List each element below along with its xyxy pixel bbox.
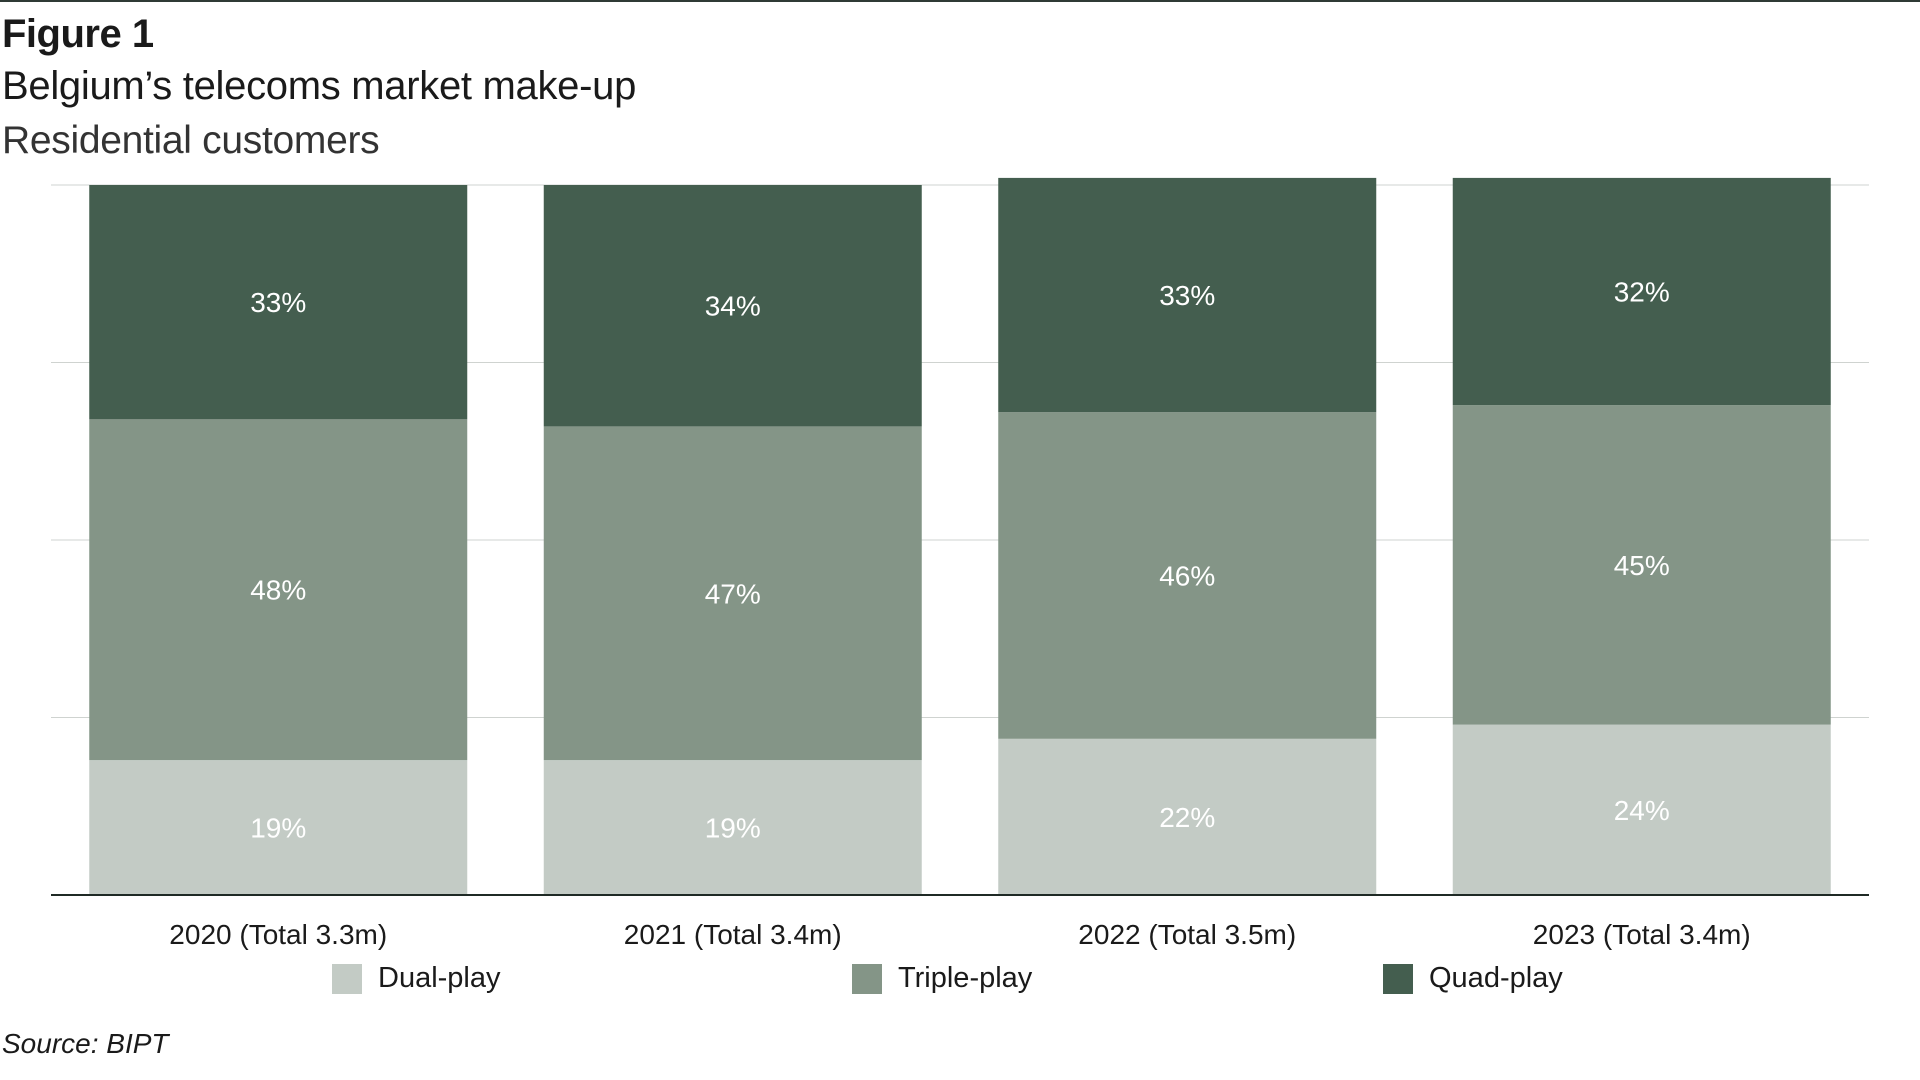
data-label: 47% xyxy=(705,578,761,609)
top-rule xyxy=(0,0,1920,2)
data-label: 45% xyxy=(1614,550,1670,581)
legend-label: Triple-play xyxy=(898,962,1033,994)
chart-legend: Dual-play Triple-play Quad-play xyxy=(0,962,1920,1006)
data-label: 32% xyxy=(1614,277,1670,308)
legend-label: Dual-play xyxy=(378,962,501,994)
legend-swatch xyxy=(1383,963,1413,994)
bar-segment-triple-play xyxy=(1452,405,1831,725)
legend-item-quad-play: Quad-play xyxy=(1383,962,1563,995)
x-tick-label: 2021 (Total 3.4m) xyxy=(624,919,842,950)
legend-swatch xyxy=(332,963,362,994)
legend-item-dual-play: Dual-play xyxy=(332,962,501,995)
data-label: 19% xyxy=(250,813,306,844)
data-label: 24% xyxy=(1614,795,1670,826)
bar-segment-triple-play xyxy=(998,412,1377,739)
chart-subtitle: Residential customers xyxy=(2,119,380,162)
bar-segment-quad-play xyxy=(1452,177,1831,406)
bar-segment-dual-play xyxy=(89,760,468,895)
data-label: 34% xyxy=(705,291,761,322)
bar-segment-triple-play xyxy=(543,426,922,761)
bar-segment-quad-play xyxy=(998,177,1377,413)
bar-segment-dual-play xyxy=(543,760,922,895)
source-note: Source: BIPT xyxy=(2,1028,169,1059)
data-label: 46% xyxy=(1159,561,1215,592)
chart-title: Belgium’s telecoms market make-up xyxy=(2,64,637,108)
data-label: 33% xyxy=(250,287,306,318)
x-tick-label: 2023 (Total 3.4m) xyxy=(1533,919,1751,950)
bar-segment-quad-play xyxy=(543,185,922,427)
bar-segment-dual-play xyxy=(1452,724,1831,895)
legend-item-triple-play: Triple-play xyxy=(852,962,1032,995)
x-tick-label: 2020 (Total 3.3m) xyxy=(169,919,387,950)
data-label: 19% xyxy=(705,813,761,844)
legend-swatch xyxy=(852,963,882,994)
figure-label: Figure 1 xyxy=(2,12,154,56)
bar-segment-triple-play xyxy=(89,419,468,761)
data-label: 22% xyxy=(1159,802,1215,833)
bar-segment-dual-play xyxy=(998,738,1377,895)
legend-label: Quad-play xyxy=(1429,962,1563,994)
stacked-bar-chart: 19% 48% 33% 2020 (Total 3.3m) 19% 47% 34% 2021 … xyxy=(51,177,1869,950)
bar-segment-quad-play xyxy=(89,185,468,420)
data-label: 33% xyxy=(1159,280,1215,311)
data-label: 48% xyxy=(250,575,306,606)
x-tick-label: 2022 (Total 3.5m) xyxy=(1078,919,1296,950)
